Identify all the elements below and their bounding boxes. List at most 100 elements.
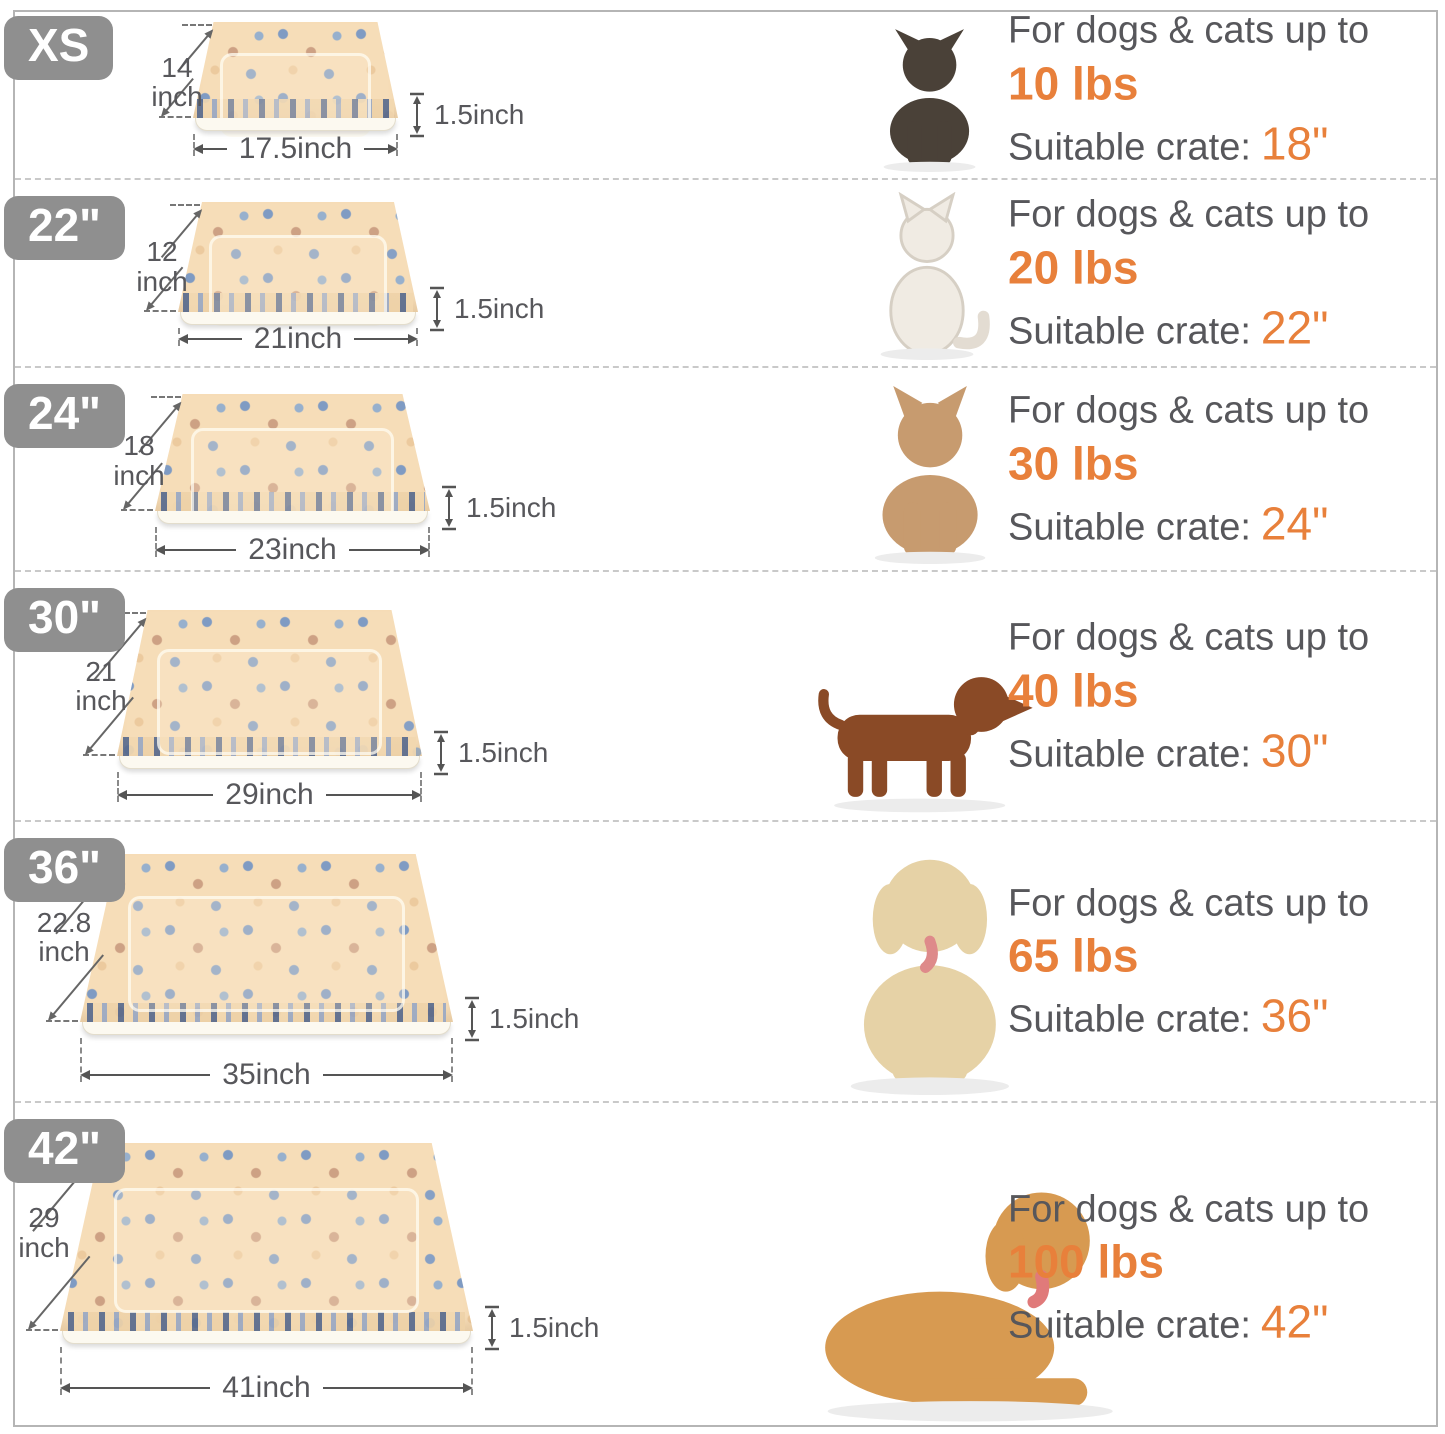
crate-line: Suitable crate: 24" — [1008, 496, 1408, 550]
width-label: 29inch — [225, 778, 314, 811]
mat-sherpa-base — [157, 511, 428, 524]
arrow-left-icon — [193, 144, 203, 154]
width-label: 41inch — [222, 1371, 311, 1404]
dimension-tick — [115, 612, 146, 614]
size-description: For dogs & cats up to 30 lbs Suitable cr… — [1008, 390, 1408, 551]
guide-line — [80, 1038, 82, 1082]
crate-label: Suitable crate: — [1008, 310, 1251, 353]
depth-unit: inch — [136, 265, 188, 297]
french-bulldog-photo — [790, 386, 1070, 564]
mat-diagram: 21 inch 1.5inch 29inch — [75, 610, 548, 852]
mat-seam — [113, 1188, 420, 1314]
crate-size: 24" — [1260, 497, 1329, 550]
crate-label: Suitable crate: — [1008, 733, 1251, 776]
thickness-arrow-icon — [410, 92, 424, 138]
depth-dimension-label: 22.8 inch — [16, 906, 112, 966]
depth-unit: inch — [113, 459, 165, 491]
width-dimension: 17.5inch — [193, 132, 398, 165]
crate-size: 22" — [1260, 301, 1329, 354]
mat-image — [80, 854, 453, 1022]
crate-label: Suitable crate: — [1008, 506, 1251, 549]
guide-line — [428, 527, 430, 557]
mat-seam — [156, 648, 383, 756]
width-dimension: 41inch — [60, 1347, 473, 1404]
thickness-arrow-icon — [430, 286, 444, 332]
arrow-left-icon — [117, 790, 127, 800]
depth-value: 14 — [161, 51, 193, 83]
thickness-dimension: 1.5inch — [432, 730, 548, 776]
crate-line: Suitable crate: 36" — [1008, 989, 1408, 1043]
mat-image — [155, 394, 430, 511]
golden-retriever-sitting-photo — [790, 840, 1070, 1095]
guide-line — [193, 134, 195, 156]
crate-line: Suitable crate: 18" — [1008, 116, 1408, 170]
depth-dimension-label: 14 inch — [129, 51, 225, 113]
description-line: For dogs & cats up to — [1008, 193, 1370, 236]
arrow-right-icon — [443, 1070, 453, 1080]
width-label: 21inch — [253, 322, 343, 355]
crate-label: Suitable crate: — [1008, 1304, 1251, 1347]
weight-value: 40 lbs — [1008, 664, 1139, 717]
size-badge: 24" — [4, 384, 125, 448]
dimension-tick — [46, 1020, 78, 1022]
depth-value: 29 — [28, 1202, 60, 1234]
size-description: For dogs & cats up to 10 lbs Suitable cr… — [1008, 10, 1408, 171]
mat-fringe — [160, 492, 425, 511]
dog-silhouette — [825, 1192, 1113, 1422]
size-row-22in: 22" 12 inch 1.5inch 21inch — [0, 180, 1445, 368]
depth-dimension-label: 21 inch — [53, 655, 149, 715]
width-dimension: 21inch — [178, 322, 418, 355]
size-row-24in: 24" 18 inch 1.5inch 23inch — [0, 368, 1445, 572]
guide-line — [155, 527, 157, 557]
arrow-left-icon — [60, 1383, 70, 1393]
thickness-label: 1.5inch — [466, 492, 557, 523]
thickness-label: 1.5inch — [458, 737, 549, 768]
crate-line: Suitable crate: 42" — [1008, 1295, 1408, 1349]
mat-sherpa-base — [119, 756, 420, 769]
outer-frame — [13, 10, 1438, 1427]
guide-line — [451, 1038, 453, 1082]
mat-fringe — [182, 293, 414, 312]
width-dimension: 23inch — [155, 527, 430, 566]
dimension-tick — [150, 396, 181, 398]
dimension-tick — [83, 754, 115, 756]
depth-unit: inch — [151, 81, 203, 113]
description-line: For dogs & cats up to — [1008, 1188, 1370, 1231]
size-description: For dogs & cats up to 100 lbs Suitable c… — [1008, 1188, 1408, 1349]
mat-diagram: 29 inch 1.5inch 41inch — [18, 1143, 599, 1427]
thickness-label: 1.5inch — [509, 1312, 600, 1343]
width-label: 17.5inch — [238, 132, 353, 165]
thickness-arrow-icon — [442, 485, 456, 531]
mat-sherpa-base — [62, 1331, 471, 1344]
description-line: For dogs & cats up to — [1008, 9, 1370, 52]
mat-image — [60, 1143, 473, 1331]
guide-line — [117, 772, 119, 802]
width-dimension: 35inch — [80, 1038, 453, 1091]
mat-seam — [190, 428, 395, 522]
crate-label: Suitable crate: — [1008, 126, 1251, 169]
weight-value: 100 lbs — [1008, 1235, 1164, 1288]
description-line: For dogs & cats up to — [1008, 616, 1370, 659]
thickness-label: 1.5inch — [489, 1003, 580, 1034]
mat-fringe — [123, 737, 416, 756]
depth-value: 22.8 — [36, 906, 92, 938]
size-badge: 36" — [4, 838, 125, 902]
mat-sherpa-base — [195, 118, 396, 131]
size-row-36in: 36" 22.8 inch 1.5inch 35inch — [0, 822, 1445, 1103]
thickness-arrow-icon — [485, 1305, 499, 1351]
dimension-tick — [181, 24, 212, 26]
arrow-right-icon — [388, 144, 398, 154]
depth-value: 12 — [146, 236, 178, 268]
size-badge: 42" — [4, 1119, 125, 1183]
dimension-tick — [26, 1329, 58, 1331]
thickness-arrow-icon — [465, 996, 479, 1042]
size-description: For dogs & cats up to 20 lbs Suitable cr… — [1008, 194, 1408, 355]
dachshund-photo — [790, 636, 1070, 814]
dog-silhouette — [884, 29, 976, 172]
width-dimension: 29inch — [117, 772, 422, 811]
depth-value: 21 — [85, 655, 117, 687]
crate-line: Suitable crate: 22" — [1008, 300, 1408, 354]
crate-label: Suitable crate: — [1008, 998, 1251, 1041]
thickness-dimension: 1.5inch — [463, 996, 579, 1042]
